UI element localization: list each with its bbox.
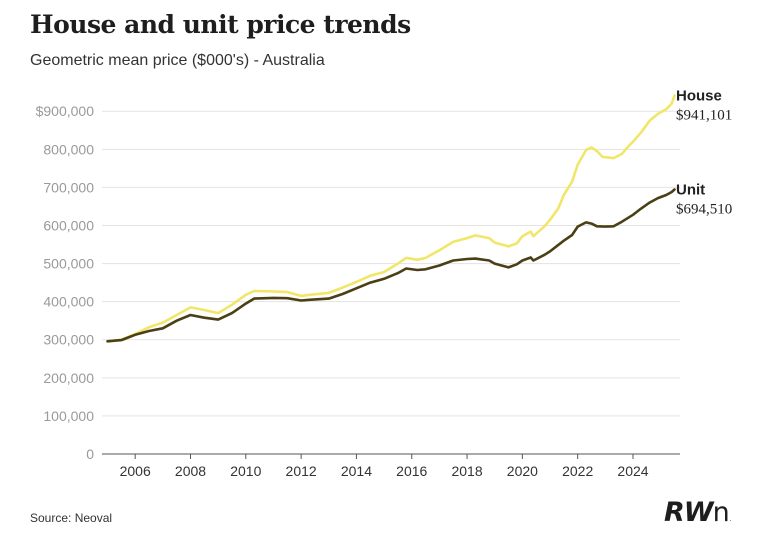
chart-title: House and unit price trends (30, 10, 411, 39)
series-name-house: House (676, 88, 722, 105)
x-tick-label: 2022 (562, 463, 593, 479)
source-note: Source: Neoval (30, 511, 113, 525)
y-tick-label: 800,000 (43, 141, 94, 157)
x-tick-label: 2018 (451, 463, 482, 479)
chart-subtitle: Geometric mean price ($000's) - Australi… (30, 52, 325, 69)
y-axis-ticks: 0 100,000 200,000 300,000 400,000 500,000 600,… (36, 103, 95, 462)
x-tick-label: 2012 (286, 463, 317, 479)
y-tick-label: 500,000 (43, 256, 94, 272)
series-end-value-unit: $694,510 (676, 201, 732, 217)
series-end-value-house: $941,101 (676, 108, 732, 124)
y-tick-label: 300,000 (43, 332, 94, 348)
y-tick-label: $900,000 (36, 103, 95, 119)
x-tick-label: 2016 (396, 463, 427, 479)
x-tick-label: 2008 (175, 463, 206, 479)
series-name-unit: Unit (676, 181, 705, 198)
series-end-labels: House $941,101 Unit $694,510 (676, 88, 732, 218)
x-tick-label: 2024 (617, 463, 648, 479)
grid-lines (102, 110, 680, 455)
series-lines (106, 94, 676, 343)
x-axis-ticks: 2006 2008 2010 2012 2014 2016 2018 2020 2022 2024 (120, 454, 649, 479)
x-tick-label: 2020 (507, 463, 538, 479)
x-tick-label: 2014 (341, 463, 372, 479)
x-tick-label: 2006 (120, 463, 151, 479)
y-tick-label: 600,000 (43, 217, 94, 233)
y-tick-label: 700,000 (43, 179, 94, 195)
y-tick-label: 400,000 (43, 294, 94, 310)
x-tick-label: 2010 (230, 463, 261, 479)
y-tick-label: 0 (86, 446, 94, 462)
series-line-unit (106, 188, 676, 343)
series-line-house (106, 94, 676, 343)
y-tick-label: 100,000 (43, 408, 94, 424)
rwn-logo: RWn. (664, 497, 732, 528)
y-tick-label: 200,000 (43, 370, 94, 386)
